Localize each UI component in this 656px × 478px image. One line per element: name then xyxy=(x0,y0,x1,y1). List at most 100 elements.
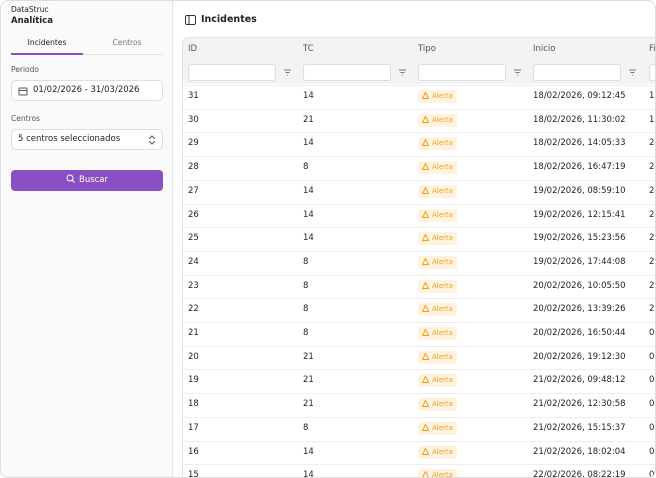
type-badge: Alerta xyxy=(418,137,457,151)
table-row xyxy=(183,440,655,442)
table-row xyxy=(183,156,655,158)
column-header: Fi xyxy=(649,44,656,54)
table-cell: 20/02/2026, 16:50:44 xyxy=(533,328,626,338)
column-header: Inicio xyxy=(533,44,556,54)
table-cell: 17 xyxy=(188,422,199,433)
filter-icon[interactable] xyxy=(284,69,291,76)
table-row xyxy=(183,108,655,110)
table-cell: 8 xyxy=(303,162,309,173)
type-badge: Alerta xyxy=(418,232,457,246)
table-cell: 07 xyxy=(649,470,655,478)
type-badge: Alerta xyxy=(418,445,457,459)
table-cell: 20/02/2026, 13:39:26 xyxy=(533,304,626,315)
filter-input[interactable] xyxy=(188,64,276,81)
table-row xyxy=(183,369,655,371)
table-cell: 16 xyxy=(188,446,199,457)
badge-label: Alerta xyxy=(432,234,453,243)
type-badge: Alerta xyxy=(418,208,457,222)
table-cell: 19 xyxy=(188,375,199,386)
table-row xyxy=(183,250,655,252)
brand: DataStruc xyxy=(11,5,49,14)
table-cell: 29 xyxy=(188,138,199,149)
field-label: Centros xyxy=(11,114,40,123)
badge-label: Alerta xyxy=(432,281,453,290)
filter-icon[interactable] xyxy=(629,69,636,76)
badge-label: Alerta xyxy=(432,400,453,409)
badge-label: Alerta xyxy=(432,186,453,195)
table-cell: 18/02/2026, 16:47:19 xyxy=(533,162,626,173)
date-value: 01/02/2026 - 31/03/2026 xyxy=(33,85,140,95)
brand-subtitle: Analítica xyxy=(11,16,53,26)
select-value: 5 centros seleccionados xyxy=(18,134,121,144)
type-badge: Alerta xyxy=(418,327,457,340)
table-row xyxy=(183,345,655,347)
table-cell: 14 xyxy=(303,209,314,220)
badge-label: Alerta xyxy=(432,471,453,478)
table-cell: 25 xyxy=(188,233,199,244)
column-header: Tipo xyxy=(418,44,436,54)
type-badge: Alerta xyxy=(418,374,457,388)
table-cell: 21/02/2026, 18:02:04 xyxy=(533,446,626,457)
table-cell: 18 xyxy=(188,399,199,410)
badge-label: Alerta xyxy=(432,139,453,148)
panel-icon xyxy=(185,15,196,25)
table-cell: 20/02/2026, 19:12:30 xyxy=(533,351,626,362)
table-row xyxy=(183,322,655,323)
column-header: ID xyxy=(188,44,198,54)
filter-input[interactable] xyxy=(303,64,391,81)
search-button[interactable]: Buscar xyxy=(11,170,163,191)
filter-icon[interactable] xyxy=(514,69,521,76)
type-badge: Alerta xyxy=(418,398,457,412)
table-cell: 06 xyxy=(649,446,655,457)
table-cell: 19/02/2026, 12:15:41 xyxy=(533,209,626,220)
table-cell: 23 xyxy=(649,233,655,244)
filter-input[interactable] xyxy=(533,64,621,81)
table-cell: 01 xyxy=(649,328,655,338)
table-cell: 18/02/2026, 14:05:33 xyxy=(533,138,626,149)
table-cell: 21 xyxy=(303,351,314,362)
table-cell: 21/02/2026, 12:30:58 xyxy=(533,399,626,410)
table-cell: 21 xyxy=(303,375,314,386)
centers-select[interactable]: 5 centros seleccionados xyxy=(11,129,163,150)
type-badge: Alerta xyxy=(418,255,457,269)
table-cell: 14 xyxy=(303,185,314,196)
tab-divider xyxy=(11,54,163,55)
filter-input[interactable] xyxy=(649,64,655,81)
table-cell: 26 xyxy=(188,209,199,220)
type-badge: Alerta xyxy=(418,113,457,127)
table-row xyxy=(183,416,655,418)
table-cell: 23 xyxy=(188,280,199,291)
filter-input[interactable] xyxy=(418,64,506,81)
type-badge: Alerta xyxy=(418,421,457,435)
table-cell: 03 xyxy=(649,375,655,386)
type-badge: Alerta xyxy=(418,279,457,293)
table-cell: 21/02/2026, 09:48:12 xyxy=(533,375,626,386)
table-cell: 19/02/2026, 08:59:10 xyxy=(533,185,626,196)
table-cell: 19 xyxy=(649,91,655,101)
badge-label: Alerta xyxy=(432,423,453,432)
table-cell: 26 xyxy=(649,280,655,291)
tab[interactable]: Incidentes xyxy=(27,38,67,47)
table-cell: 14 xyxy=(303,138,314,149)
type-badge: Alerta xyxy=(418,469,457,478)
table-cell: 23 xyxy=(649,185,655,196)
table-cell: 22 xyxy=(188,304,199,315)
date-input[interactable]: 01/02/2026 - 31/03/2026 xyxy=(11,80,163,101)
table-cell: 21 xyxy=(188,328,199,338)
table-cell: 8 xyxy=(303,328,309,338)
table-cell: 21 xyxy=(303,114,314,125)
badge-label: Alerta xyxy=(432,447,453,456)
page-title: Incidentes xyxy=(201,14,257,25)
field-label: Periodo xyxy=(11,65,39,74)
table-cell: 30 xyxy=(188,114,199,125)
tab-indicator xyxy=(11,53,83,55)
type-badge: Alerta xyxy=(418,350,457,364)
table-cell: 31 xyxy=(188,91,199,101)
filter-icon[interactable] xyxy=(399,69,406,76)
badge-label: Alerta xyxy=(432,92,453,100)
table-cell: 26 xyxy=(649,256,655,267)
badge-label: Alerta xyxy=(432,210,453,219)
table-cell: 06 xyxy=(649,422,655,433)
tab[interactable]: Centros xyxy=(112,38,142,47)
